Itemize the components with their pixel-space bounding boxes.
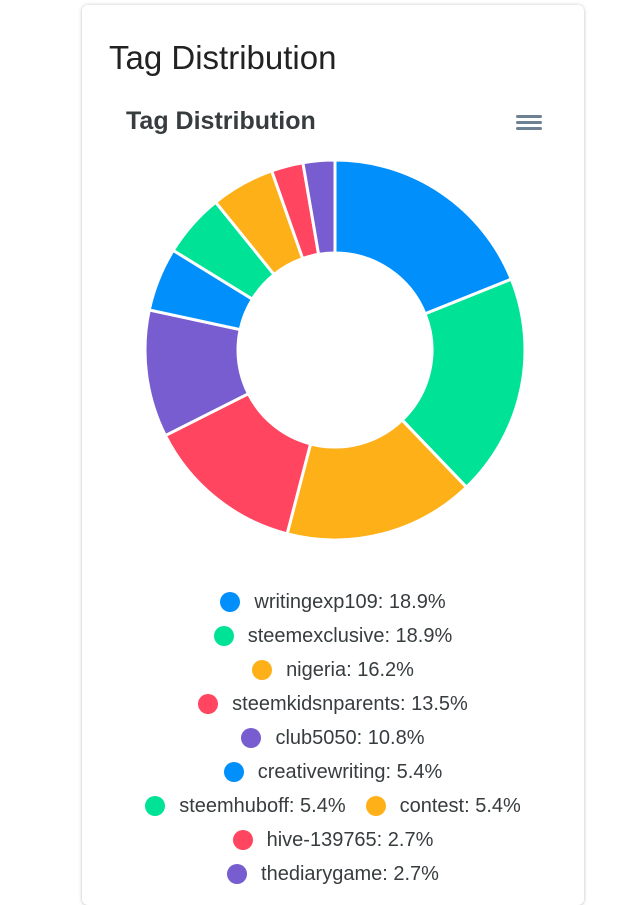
legend-item-thediarygame[interactable]: thediarygame: 2.7% — [227, 863, 439, 886]
legend-item-writingexp109[interactable]: writingexp109: 18.9% — [220, 590, 446, 614]
legend-label: thediarygame: 2.7% — [261, 862, 439, 885]
legend-row: hive-139765: 2.7% — [82, 823, 584, 857]
hamburger-menu-icon-bar — [516, 121, 542, 124]
legend-item-club5050[interactable]: club5050: 10.8% — [241, 726, 425, 750]
legend-label: steemhuboff: 5.4% — [179, 794, 346, 817]
legend-marker — [213, 626, 234, 646]
legend-row: steemhuboff: 5.4% contest: 5.4% — [82, 789, 584, 823]
legend-marker — [227, 864, 248, 884]
legend-row: steemexclusive: 18.9% — [82, 619, 584, 653]
legend-item-creativewriting[interactable]: creativewriting: 5.4% — [223, 760, 443, 784]
legend-marker — [220, 592, 241, 612]
tag-distribution-card: Tag Distribution Tag Distribution writin… — [82, 5, 584, 905]
legend-row: club5050: 10.8% — [82, 721, 584, 755]
slice-steemexclusive[interactable] — [399, 277, 527, 490]
legend-marker — [241, 728, 262, 748]
legend-label: writingexp109: 18.9% — [254, 590, 446, 613]
chart-legend: writingexp109: 18.9% steemexclusive: 18.9… — [82, 585, 584, 891]
legend-marker — [232, 830, 253, 850]
legend-marker — [198, 694, 219, 714]
donut-chart — [143, 158, 527, 542]
legend-item-steemkidsnparents[interactable]: steemkidsnparents: 13.5% — [198, 693, 468, 716]
legend-row: thediarygame: 2.7% — [82, 857, 584, 891]
legend-row: creativewriting: 5.4% — [82, 755, 584, 789]
legend-item-steemhuboff[interactable]: steemhuboff: 5.4% — [145, 794, 346, 818]
legend-marker — [365, 796, 386, 816]
slice-writingexp109[interactable] — [333, 158, 514, 316]
legend-label: club5050: 10.8% — [275, 726, 425, 749]
legend-label: contest: 5.4% — [399, 794, 521, 817]
legend-label: nigeria: 16.2% — [286, 658, 414, 681]
legend-label: steemexclusive: 18.9% — [247, 624, 453, 647]
legend-row: steemkidsnparents: 13.5% — [82, 687, 584, 721]
legend-row: writingexp109: 18.9% — [82, 585, 584, 619]
chart-title: Tag Distribution — [126, 107, 316, 135]
legend-item-nigeria[interactable]: nigeria: 16.2% — [252, 659, 414, 682]
donut-slices — [143, 158, 527, 542]
legend-item-hive-139765[interactable]: hive-139765: 2.7% — [232, 828, 434, 852]
legend-label: creativewriting: 5.4% — [257, 760, 443, 783]
card-title: Tag Distribution — [109, 39, 337, 76]
legend-item-steemexclusive[interactable]: steemexclusive: 18.9% — [213, 624, 453, 648]
legend-label: steemkidsnparents: 13.5% — [232, 692, 468, 715]
legend-label: hive-139765: 2.7% — [266, 828, 434, 851]
legend-item-contest[interactable]: contest: 5.4% — [365, 794, 521, 818]
legend-marker — [223, 762, 244, 782]
slice-thediarygame[interactable] — [301, 158, 337, 257]
hamburger-menu-icon — [516, 115, 542, 118]
legend-row: nigeria: 16.2% — [82, 653, 584, 687]
legend-marker — [145, 796, 166, 816]
hamburger-menu-icon-bar — [516, 127, 542, 130]
legend-marker — [252, 660, 273, 680]
chart-menu-button[interactable] — [514, 109, 544, 135]
